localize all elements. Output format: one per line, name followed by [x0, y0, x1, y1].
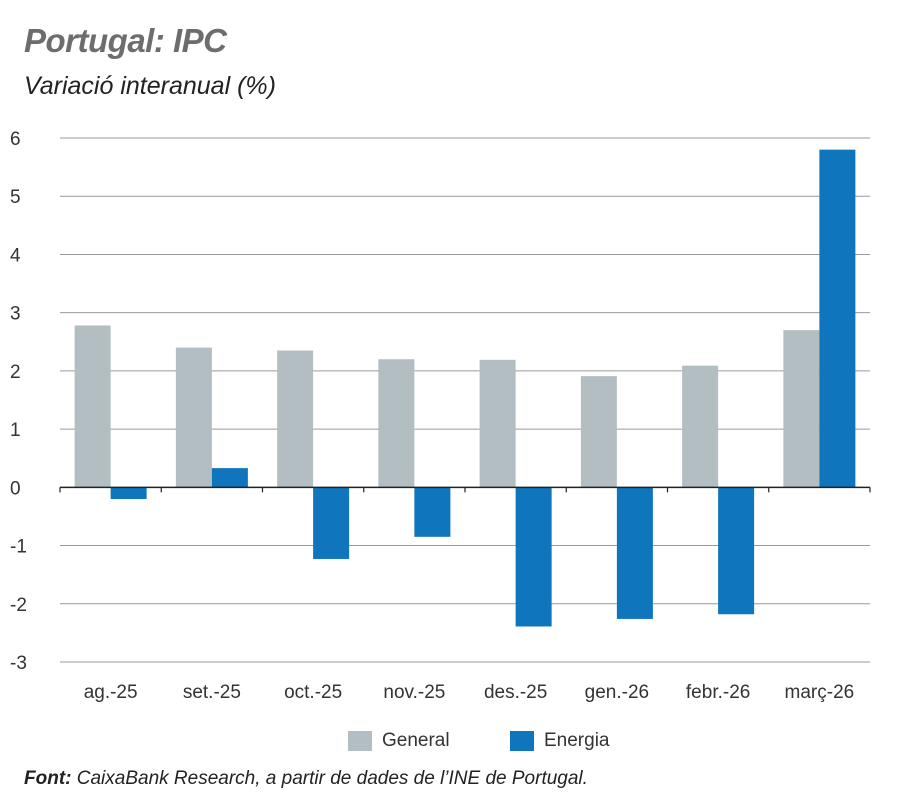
- legend-label-energia: Energia: [544, 730, 610, 751]
- x-tick-label: des.-25: [484, 682, 547, 703]
- y-tick-label: 4: [10, 245, 21, 266]
- bar-energia-gen.-26: [616, 487, 653, 619]
- bar-energia-set.-25: [211, 468, 248, 488]
- bar-energia-nov.-25: [414, 487, 451, 537]
- y-tick-label: 2: [10, 362, 21, 383]
- legend-swatch-energia: [510, 731, 534, 751]
- bar-energia-ag.-25: [110, 487, 147, 499]
- x-axis-ticks: ag.-25 set.-25 oct.-25 nov.-25 des.-25 gen.-2…: [84, 682, 855, 703]
- legend-item-general: General: [348, 730, 450, 752]
- bar-general-febr.-26: [682, 365, 719, 488]
- bar-general-des.-25: [479, 359, 516, 488]
- y-tick-label: -2: [10, 595, 27, 616]
- bar-energia-des.-25: [515, 487, 552, 627]
- chart-subtitle: Variació interanual (%): [24, 72, 276, 100]
- legend-label-general: General: [382, 730, 450, 751]
- bar-general-nov.-25: [378, 359, 415, 488]
- source-text: CaixaBank Research, a partir de dades de…: [71, 768, 588, 789]
- source-label: Font:: [24, 768, 72, 789]
- x-tick-label: set.-25: [183, 682, 241, 703]
- y-tick-label: 0: [10, 478, 21, 499]
- bar-chart: 6 5 4 3 2 1 0 -1 -2 -3 ag.-25 set.-25 oct.-25 nov.-2…: [10, 129, 871, 703]
- bar-general-oct.-25: [277, 350, 314, 488]
- bar-general-set.-25: [175, 347, 212, 488]
- x-tick-label: ag.-25: [84, 682, 138, 703]
- bars: [74, 149, 856, 627]
- bar-general-ag.-25: [74, 325, 111, 488]
- y-tick-label: 6: [10, 129, 21, 150]
- bar-energia-març-26: [819, 149, 856, 488]
- y-tick-label: -1: [10, 537, 27, 558]
- y-tick-label: -3: [10, 653, 27, 674]
- x-tick-label: gen.-26: [585, 682, 649, 703]
- y-tick-label: 5: [10, 187, 21, 208]
- bar-general-gen.-26: [580, 376, 617, 488]
- x-tick-label: febr.-26: [686, 682, 750, 703]
- y-axis-ticks: 6 5 4 3 2 1 0 -1 -2 -3: [10, 129, 27, 674]
- x-tick-label: nov.-25: [383, 682, 445, 703]
- y-tick-label: 3: [10, 304, 21, 325]
- x-tick-label: oct.-25: [284, 682, 342, 703]
- source-note: Font: CaixaBank Research, a partir de da…: [24, 768, 588, 790]
- bar-general-març-26: [783, 330, 820, 488]
- legend-item-energia: Energia: [510, 730, 610, 752]
- chart-title: Portugal: IPC: [24, 22, 227, 59]
- x-axis: [59, 486, 871, 493]
- bar-energia-oct.-25: [313, 487, 350, 559]
- bar-energia-febr.-26: [718, 487, 755, 615]
- legend-swatch-general: [348, 731, 372, 751]
- legend: General Energia: [0, 730, 900, 756]
- y-tick-label: 1: [10, 420, 21, 441]
- x-tick-label: març-26: [785, 682, 855, 703]
